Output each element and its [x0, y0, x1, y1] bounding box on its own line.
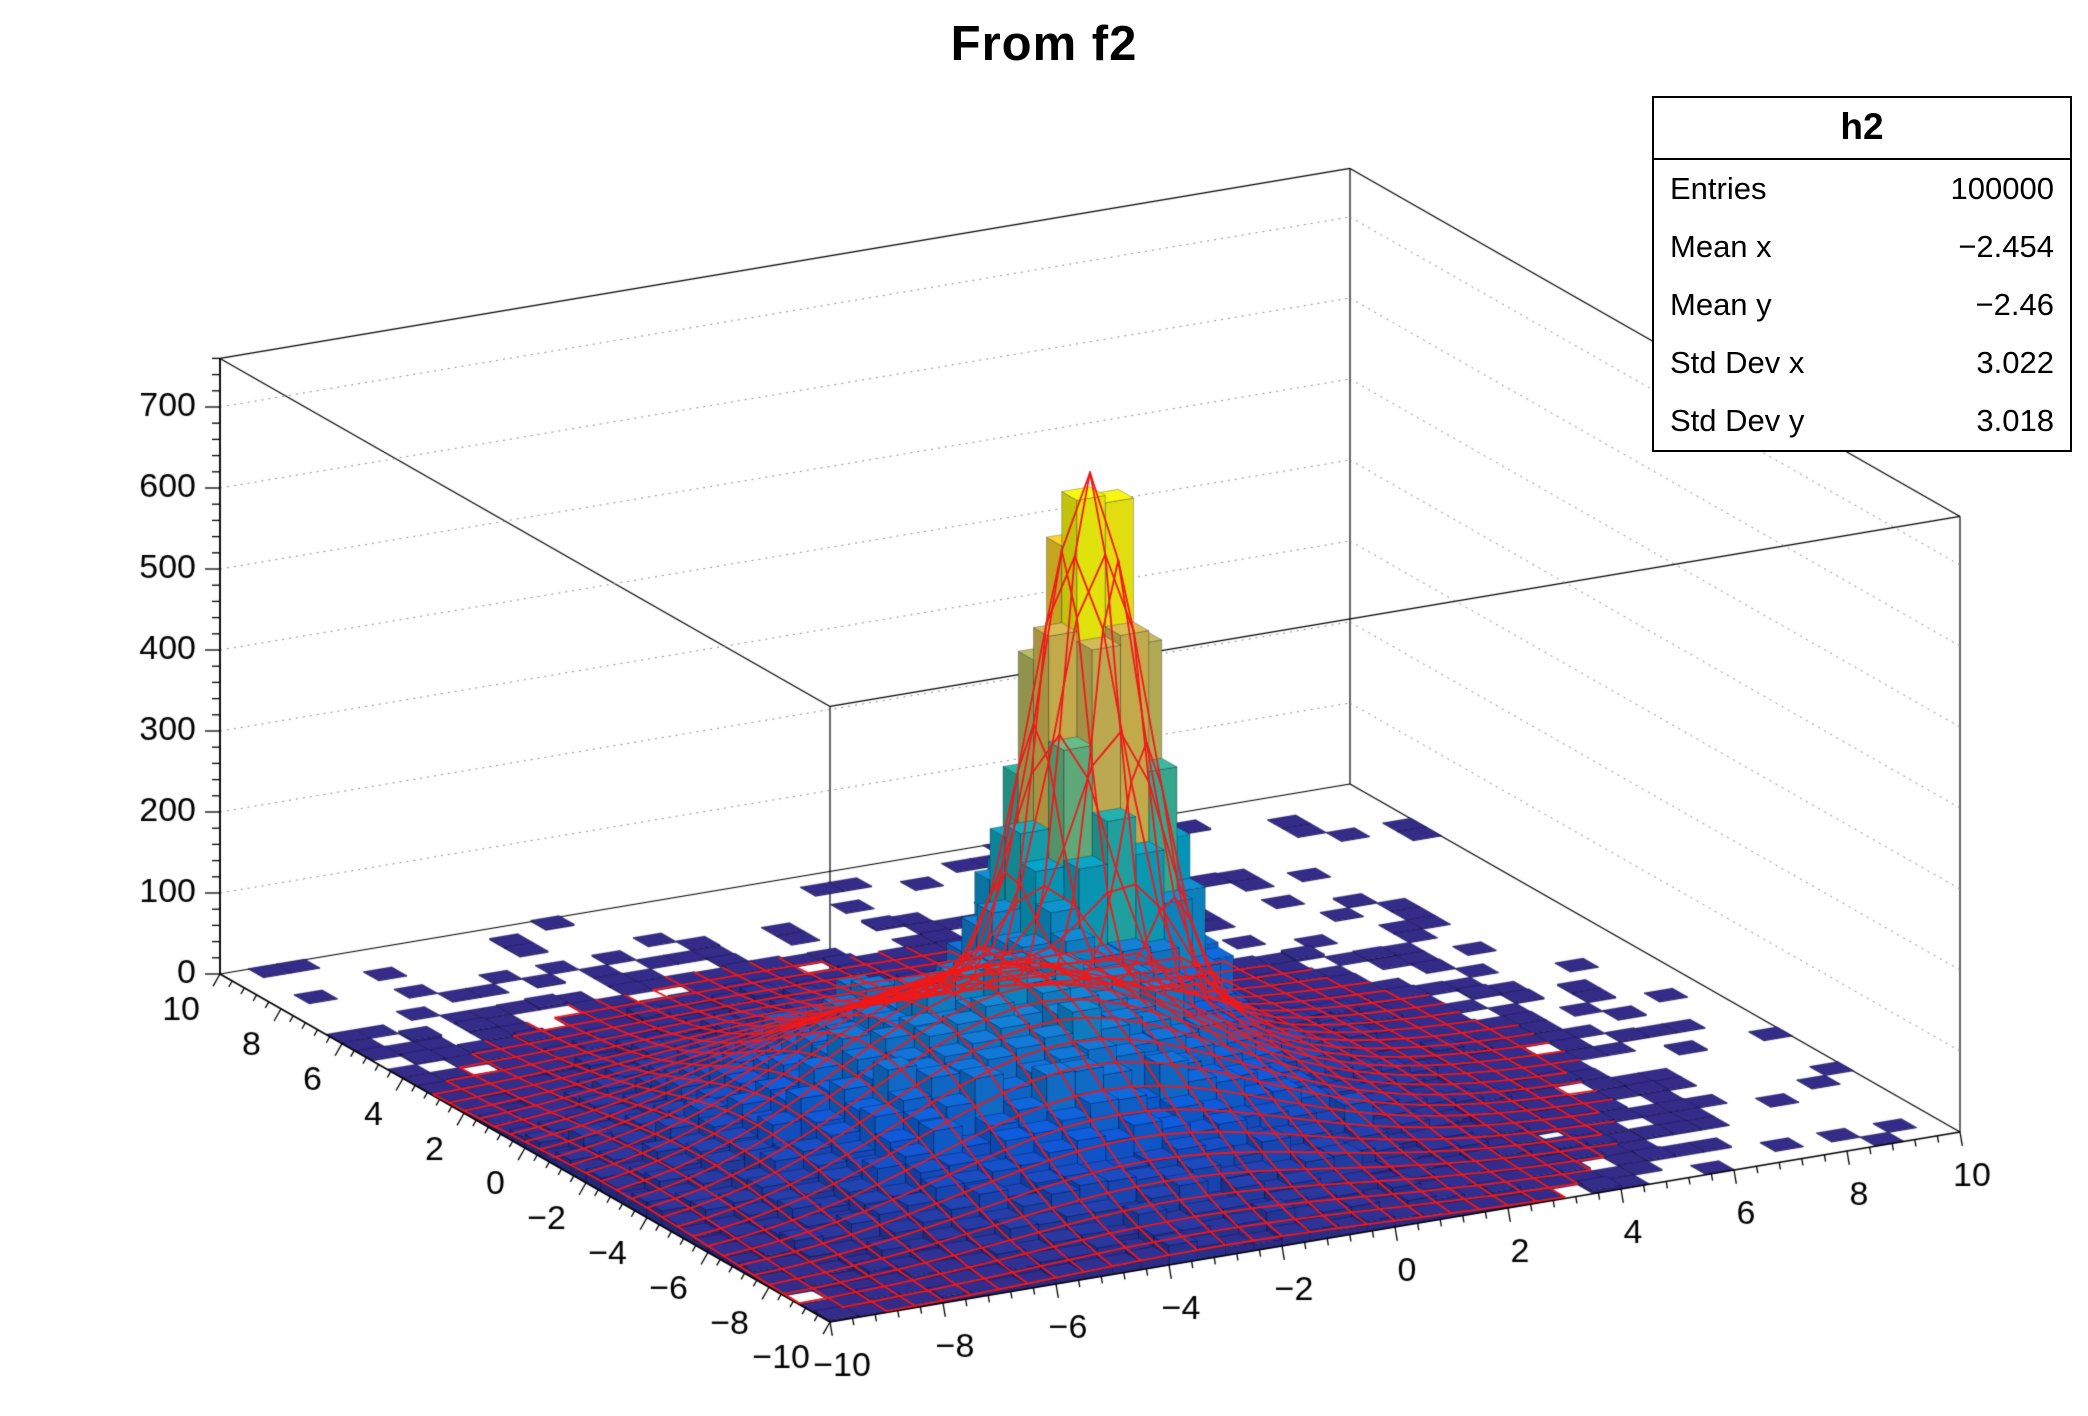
plot-title: From f2	[950, 17, 1138, 71]
stats-box-title: h2	[1654, 98, 2070, 160]
stat-label: Entries	[1670, 171, 1767, 206]
stat-value: −2.46	[1975, 287, 2054, 322]
stat-value: 3.022	[1976, 345, 2054, 380]
stat-mean-x: Mean x −2.454	[1654, 218, 2070, 276]
stat-entries: Entries 100000	[1654, 160, 2070, 218]
stat-value: 3.018	[1976, 403, 2054, 438]
stat-std-dev-x: Std Dev x 3.022	[1654, 334, 2070, 392]
stat-value: 100000	[1950, 171, 2054, 206]
stat-label: Std Dev x	[1670, 345, 1805, 380]
stat-label: Std Dev y	[1670, 403, 1805, 438]
stat-std-dev-y: Std Dev y 3.018	[1654, 392, 2070, 450]
stat-label: Mean y	[1670, 287, 1772, 322]
stat-value: −2.454	[1958, 229, 2054, 264]
stat-mean-y: Mean y −2.46	[1654, 276, 2070, 334]
stat-label: Mean x	[1670, 229, 1772, 264]
stats-box: h2 Entries 100000 Mean x −2.454 Mean y −…	[1652, 96, 2072, 452]
